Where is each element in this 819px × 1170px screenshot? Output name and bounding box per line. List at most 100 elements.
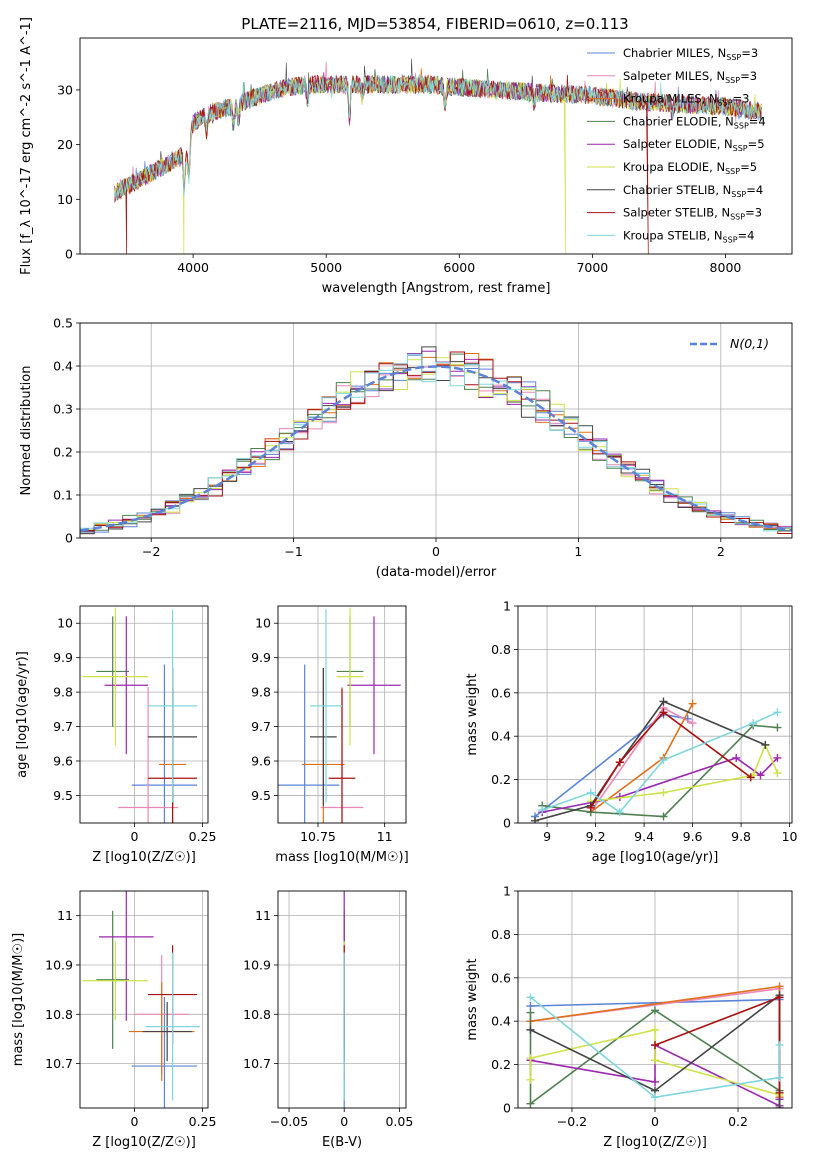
spectrum-line-kroupa-miles [114,68,762,201]
y-tick-label: 20 [57,137,73,152]
legend-subscript: SSP [726,53,741,62]
y-axis-label: Normed distribution [19,366,34,496]
weight-marker-salpeter-elodie [732,753,741,762]
y-tick-label: 0.6 [491,685,511,700]
x-axis-label: Z [log10(Z/Z☉)] [92,1135,196,1150]
weight-marker-kroupa-elodie [773,769,782,778]
weight-marker-kroupa-elodie [659,788,668,797]
weight-marker-chabrier-elodie [651,1006,659,1015]
y-tick-label: 10 [57,616,73,631]
y-axis-label: mass weight [465,958,480,1040]
y-tick-label: 9.9 [251,650,271,665]
legend-value: =4 [738,228,755,242]
weight-line-chabrier-miles [534,713,688,818]
legend-value: =3 [740,69,757,83]
axes-frame [79,605,209,824]
plot-area [530,697,782,823]
weight-marker-salpeter-stelib [615,758,624,767]
legend-label-salpeter-stelib: Salpeter STELIB, NSSP=3 [623,206,762,222]
x-tick-label: −0.05 [270,1114,308,1129]
legend-label-salpeter-miles: Salpeter MILES, NSSP=3 [623,69,757,85]
weight-marker-chabrier-stelib [526,1025,535,1034]
weight-marker-salpeter-stelib [586,803,595,812]
weight-marker-chabrier-stelib [659,697,668,706]
x-tick-label: 0 [432,544,440,559]
x-axis-label: E(B-V) [322,1135,362,1150]
legend-subscript: SSP [725,167,740,176]
panel-mass-vs-age: 10.75 11 9.5 9.6 9.7 9.8 9.9 10 mass [log10(M/M☉… [251,605,409,865]
legend-text: Kroupa STELIB, N [623,228,723,242]
legend-value: =3 [741,46,758,60]
x-tick-label: 9.8 [731,829,751,844]
x-tick-label: 9 [543,829,551,844]
weight-marker-kroupa-stelib [775,1073,784,1082]
y-tick-label: 0 [503,1101,511,1116]
legend-subscript: SSP [733,144,748,153]
panel-Z-weights: −0.2 0 0.2 0 0.2 0.4 0.6 0.8 1 Z [log10(Z/Z☉)] mas… [465,884,793,1150]
weight-marker-salpeter-stelib [775,993,784,1002]
weight-line-kroupa-stelib [541,711,778,814]
weight-marker-salpeter-elodie [773,753,782,762]
x-tick-label: 10 [782,829,798,844]
y-tick-label: 11 [57,908,73,923]
y-tick-label: 10.8 [243,1007,271,1022]
spectrum-line-kroupa-stelib [114,73,762,200]
weight-marker-kroupa-stelib [586,788,595,797]
x-tick-label: 8000 [710,260,742,275]
y-tick-label: 0.4 [53,359,73,374]
y-tick-label: 0.3 [53,402,73,417]
y-tick-label: 0.2 [491,772,511,787]
weight-marker-kroupa-elodie [651,1056,659,1065]
x-tick-label: 0.25 [189,1114,217,1129]
y-tick-label: 0.8 [491,642,511,657]
weight-marker-kroupa-stelib [538,805,547,814]
y-tick-label: 9.5 [251,788,271,803]
y-tick-label: 9.7 [53,719,73,734]
legend-value: =5 [748,137,765,151]
x-tick-label: 9.6 [683,829,703,844]
weight-marker-kroupa-stelib [615,808,624,817]
x-tick-label: 4000 [177,260,209,275]
legend-label-salpeter-elodie: Salpeter ELODIE, NSSP=5 [623,137,765,153]
axes-frame [79,322,793,539]
x-tick-label: 10.75 [300,829,336,844]
weight-marker-salpeter-stelib [775,1088,784,1097]
x-tick-label: 0.05 [385,1114,413,1129]
panel-residuals: −2 −1 0 1 2 0 0.1 0.2 0.3 0.4 0.5 (data-model)/erro… [19,316,793,580]
plot-area [526,982,784,1108]
legend-text: Salpeter ELODIE, N [623,137,733,151]
legend-label-chabrier-stelib: Chabrier STELIB, NSSP=4 [623,183,763,199]
y-tick-label: 0.4 [491,1014,511,1029]
x-axis-label: (data-model)/error [376,565,497,580]
weight-marker-salpeter-stelib [659,708,668,717]
x-tick-label: 11 [377,829,393,844]
weight-marker-kroupa-stelib [526,993,535,1002]
y-tick-label: 0.4 [491,729,511,744]
x-tick-label: 6000 [443,260,475,275]
x-tick-label: 0.25 [189,829,217,844]
y-tick-label: 30 [57,82,73,97]
x-axis-label: Z [log10(Z/Z☉)] [603,1135,707,1150]
y-tick-label: 10 [255,616,271,631]
x-tick-label: 5000 [310,260,342,275]
figure-title: PLATE=2116, MJD=53854, FIBERID=0610, z=0… [241,15,628,33]
plot-area [82,891,200,1108]
x-axis-label: Z [log10(Z/Z☉)] [92,850,196,865]
legend-subscript: SSP [723,235,738,244]
x-tick-label: −0.2 [557,1114,587,1129]
weight-marker-salpeter-elodie [756,771,765,780]
axes-frame [277,605,407,824]
axes-frame [277,890,407,1109]
weight-marker-chabrier-stelib [530,816,539,823]
x-tick-label: −2 [142,544,160,559]
legend-text: Chabrier MILES, N [623,46,726,60]
y-tick-label: 10.7 [45,1056,73,1071]
y-tick-label: 10 [57,192,73,207]
x-axis-label: age [log10(age/yr)] [592,850,719,865]
legend-value: =3 [745,206,762,220]
weight-marker-kroupa-stelib [651,1093,659,1102]
legend-value: =4 [749,114,766,128]
y-tick-label: 9.8 [251,685,271,700]
weight-marker-salpeter-elodie [651,1077,659,1086]
